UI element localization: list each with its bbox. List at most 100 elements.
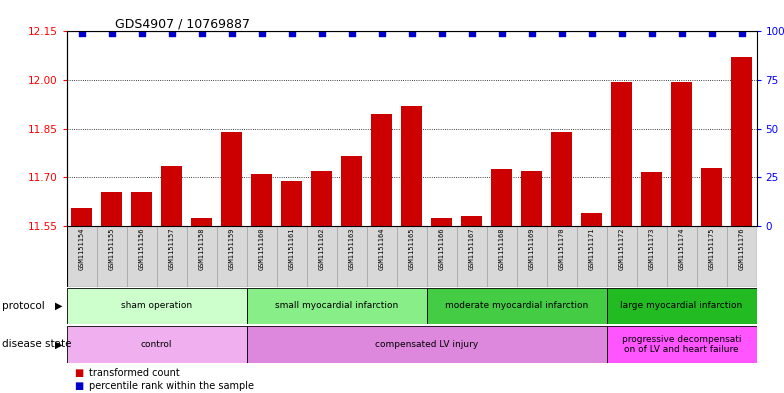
Bar — [127, 226, 157, 287]
Text: GSM1151164: GSM1151164 — [379, 228, 385, 270]
Point — [345, 30, 358, 36]
Bar — [641, 173, 662, 226]
Bar — [426, 226, 456, 287]
Point — [466, 30, 478, 36]
Bar — [311, 171, 332, 226]
Bar — [581, 213, 602, 226]
Text: GSM1151160: GSM1151160 — [259, 228, 265, 270]
Text: GDS4907 / 10769887: GDS4907 / 10769887 — [115, 17, 250, 30]
Bar — [607, 288, 757, 324]
Bar — [611, 82, 632, 226]
Bar — [491, 169, 512, 226]
Text: ▶: ▶ — [55, 301, 63, 311]
Text: GSM1151173: GSM1151173 — [648, 228, 655, 270]
Bar — [731, 57, 752, 226]
Text: GSM1151162: GSM1151162 — [318, 228, 325, 270]
Bar — [546, 226, 576, 287]
Bar — [162, 166, 182, 226]
Text: large myocardial infarction: large myocardial infarction — [620, 301, 742, 310]
Bar — [307, 226, 336, 287]
Bar — [341, 156, 362, 226]
Bar — [67, 288, 247, 324]
Bar — [607, 326, 757, 363]
Bar — [517, 226, 546, 287]
Text: protocol: protocol — [2, 301, 45, 311]
Bar — [101, 192, 122, 226]
Text: GSM1151176: GSM1151176 — [739, 228, 745, 270]
Point — [315, 30, 328, 36]
Bar — [247, 288, 426, 324]
Text: GSM1151168: GSM1151168 — [499, 228, 505, 270]
Bar — [277, 226, 307, 287]
Bar — [487, 226, 517, 287]
Bar — [247, 326, 607, 363]
Bar — [401, 106, 422, 226]
Point — [376, 30, 388, 36]
Text: disease state: disease state — [2, 340, 71, 349]
Bar — [461, 216, 482, 226]
Point — [645, 30, 658, 36]
Point — [285, 30, 298, 36]
Point — [555, 30, 568, 36]
Bar — [637, 226, 666, 287]
Point — [195, 30, 208, 36]
Text: control: control — [141, 340, 172, 349]
Bar — [96, 226, 127, 287]
Text: GSM1151167: GSM1151167 — [469, 228, 474, 270]
Bar — [701, 167, 722, 226]
Bar — [131, 192, 152, 226]
Point — [75, 30, 88, 36]
Point — [225, 30, 238, 36]
Text: small myocardial infarction: small myocardial infarction — [275, 301, 398, 310]
Point — [256, 30, 268, 36]
Point — [706, 30, 718, 36]
Text: GSM1151163: GSM1151163 — [349, 228, 354, 270]
Bar — [607, 226, 637, 287]
Bar — [157, 226, 187, 287]
Text: GSM1151174: GSM1151174 — [679, 228, 684, 270]
Bar — [666, 226, 696, 287]
Bar — [367, 226, 397, 287]
Text: GSM1151171: GSM1151171 — [589, 228, 594, 270]
Bar — [67, 226, 96, 287]
Text: compensated LV injury: compensated LV injury — [375, 340, 478, 349]
Bar — [251, 174, 272, 226]
Text: GSM1151165: GSM1151165 — [408, 228, 415, 270]
Bar — [671, 82, 692, 226]
Text: sham operation: sham operation — [121, 301, 192, 310]
Text: ■: ■ — [74, 381, 84, 391]
Bar — [281, 180, 302, 226]
Bar — [431, 218, 452, 226]
Bar — [456, 226, 487, 287]
Text: ▶: ▶ — [55, 340, 63, 349]
Bar — [191, 218, 212, 226]
Bar — [696, 226, 727, 287]
Point — [675, 30, 688, 36]
Bar — [551, 132, 572, 226]
Bar — [216, 226, 247, 287]
Text: GSM1151157: GSM1151157 — [169, 228, 175, 270]
Bar — [221, 132, 242, 226]
Text: GSM1151175: GSM1151175 — [709, 228, 714, 270]
Point — [105, 30, 118, 36]
Bar — [727, 226, 757, 287]
Bar — [576, 226, 607, 287]
Point — [435, 30, 448, 36]
Point — [165, 30, 178, 36]
Text: transformed count: transformed count — [89, 368, 180, 378]
Bar — [397, 226, 426, 287]
Text: progressive decompensati
on of LV and heart failure: progressive decompensati on of LV and he… — [622, 335, 742, 354]
Text: GSM1151170: GSM1151170 — [558, 228, 564, 270]
Point — [405, 30, 418, 36]
Bar — [187, 226, 216, 287]
Bar — [521, 171, 542, 226]
Text: GSM1151161: GSM1151161 — [289, 228, 295, 270]
Text: ■: ■ — [74, 368, 84, 378]
Text: GSM1151169: GSM1151169 — [528, 228, 535, 270]
Point — [525, 30, 538, 36]
Text: GSM1151156: GSM1151156 — [139, 228, 144, 270]
Point — [495, 30, 508, 36]
Bar — [426, 288, 607, 324]
Text: GSM1151159: GSM1151159 — [229, 228, 234, 270]
Bar — [67, 326, 247, 363]
